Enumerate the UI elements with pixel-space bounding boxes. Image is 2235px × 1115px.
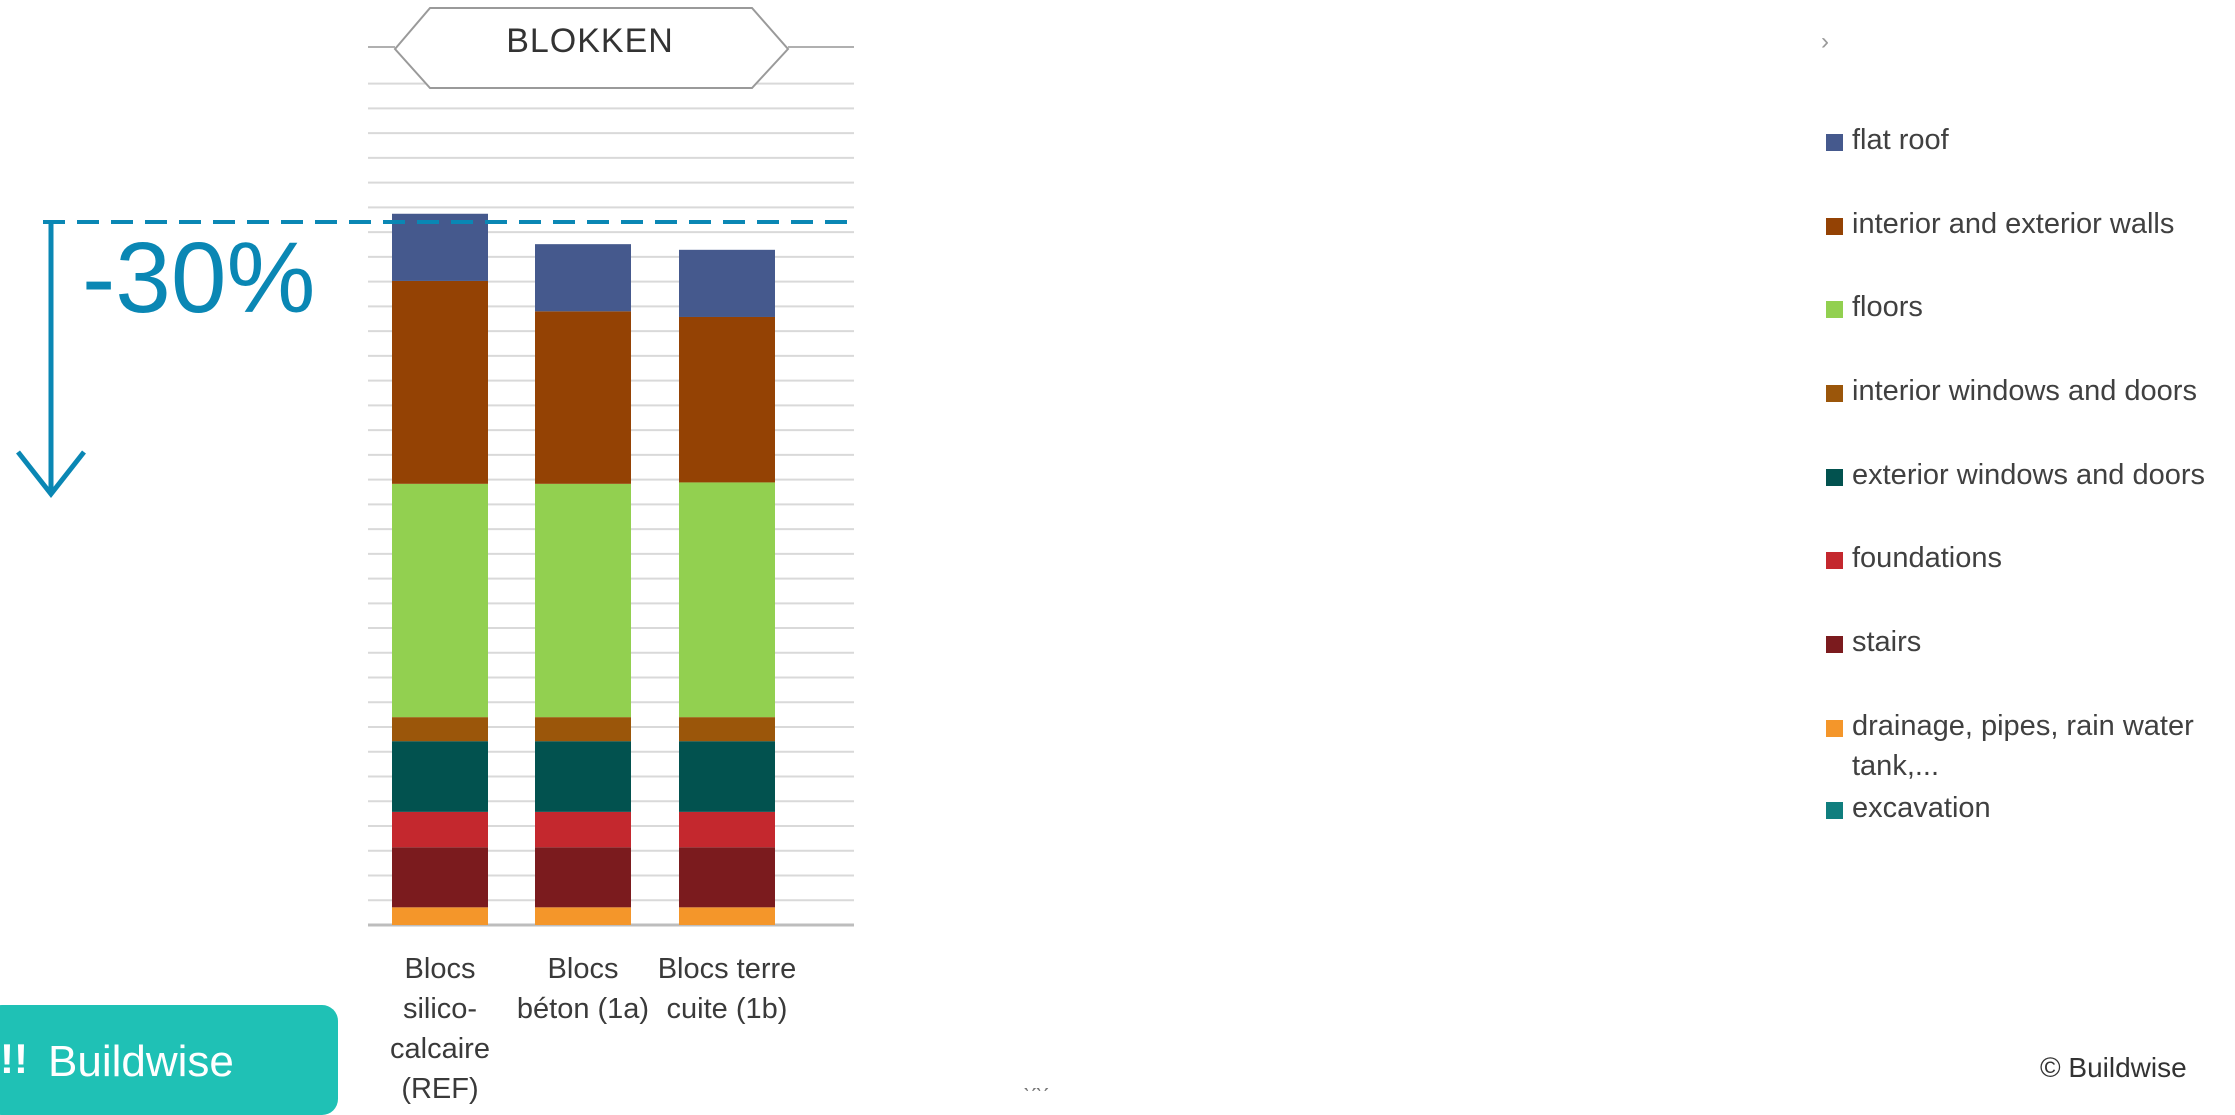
bar-segment (679, 249, 775, 317)
bar-segment (679, 907, 775, 925)
logo-text: Buildwise (48, 1037, 234, 1086)
bar-segment (535, 907, 631, 925)
reduction-label: -30% (82, 222, 316, 334)
bar-segment (679, 847, 775, 908)
bar-segment (535, 244, 631, 312)
bar-segment (679, 717, 775, 742)
legend-label: exterior windows and doors (1852, 459, 2206, 491)
legend-label: floors (1852, 291, 1923, 323)
bar-segment (679, 316, 775, 483)
legend-swatch (1826, 218, 1843, 235)
reduction-arrow-head (16, 450, 86, 499)
legend-swatch (1826, 134, 1843, 151)
bar-segment (679, 811, 775, 848)
bar-segment (392, 741, 488, 812)
bar-segment (535, 311, 631, 484)
category-label-beton: Blocs béton (1a) (516, 953, 650, 1025)
bar-segment (535, 483, 631, 718)
bar-segment (392, 717, 488, 742)
copyright-text: © Buildwise (2040, 1052, 2187, 1083)
bar-segment (535, 811, 631, 848)
legend-label: flat roof (1852, 124, 1949, 156)
legend-label: excavation (1852, 792, 1991, 824)
legend-label: stairs (1852, 626, 1922, 658)
buildwise-logo: !! Buildwise (0, 1005, 338, 1115)
legend-label: foundations (1852, 542, 2002, 574)
legend-swatch (1826, 301, 1843, 318)
legend-label: interior windows and doors (1852, 375, 2197, 407)
legend-label: drainage, pipes, rain water tank,... (1852, 710, 2194, 782)
bar-segment (679, 741, 775, 812)
legend-swatch (1826, 720, 1843, 737)
banner-title: BLOKKEN (506, 22, 674, 60)
legend-swatch (1826, 552, 1843, 569)
legend-swatch (1826, 636, 1843, 653)
bar-segment (535, 741, 631, 812)
banner-shape (393, 7, 790, 89)
legend-label: interior and exterior walls (1852, 208, 2175, 240)
bar-segment (535, 847, 631, 908)
bar-segment (679, 482, 775, 718)
bar-segment (392, 213, 488, 281)
category-label-terre-cuite: Blocs terre cuite (1b) (657, 953, 797, 1025)
bar-segment (392, 483, 488, 718)
legend-chevron-icon: › (1821, 28, 1829, 55)
bar-segment (392, 847, 488, 908)
stray-glyphs: ̀ ́ ̀ ́ (1030, 1088, 1049, 1113)
bar-segment (392, 280, 488, 484)
bar-segment (392, 811, 488, 848)
bar-segment (535, 717, 631, 742)
bar-segment (392, 907, 488, 925)
legend-swatch (1826, 802, 1843, 819)
category-label-ref: Blocs silico- calcaire (REF) (390, 953, 490, 1105)
chart-bars (392, 213, 775, 925)
legend-swatch (1826, 385, 1843, 402)
legend-swatch (1826, 469, 1843, 486)
logo-mark-icon: !! (0, 1035, 28, 1082)
